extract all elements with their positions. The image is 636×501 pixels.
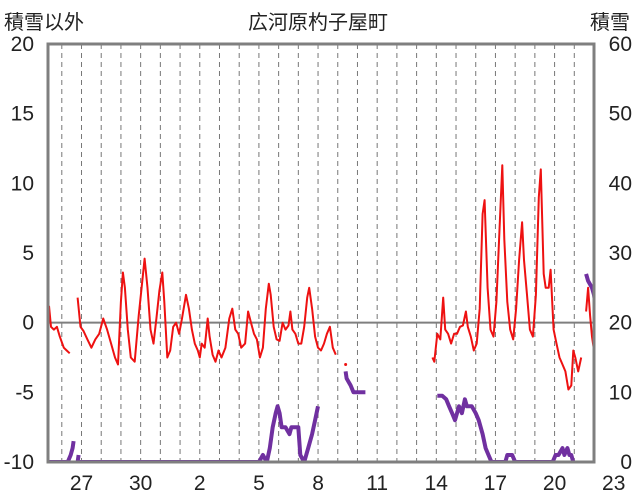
right-y-tick-label: 60	[609, 33, 632, 56]
right-y-tick-label: 30	[609, 242, 632, 265]
right-y-tick-label: 0	[620, 451, 632, 474]
temperature-line	[48, 305, 71, 355]
snow-depth-line	[343, 371, 366, 395]
x-tick-label: 23	[602, 472, 625, 495]
temperature-line	[431, 164, 583, 391]
temperature-line	[76, 257, 337, 366]
x-tick-label: 11	[366, 472, 388, 495]
x-tick-label: 17	[484, 472, 507, 495]
left-y-tick-label: 0	[22, 312, 34, 335]
grid-lines	[61, 44, 575, 462]
left-y-tick-label: 15	[11, 103, 34, 126]
x-tick-label: 2	[194, 472, 206, 495]
snow-depth-line	[49, 440, 76, 462]
x-tick-label: 30	[129, 472, 152, 495]
snow-depth-line	[584, 273, 594, 309]
x-tick-label: 20	[543, 472, 566, 495]
series-point	[344, 362, 348, 366]
x-ticks: 27 30 2 5 8 11 14 17 20 23	[70, 472, 626, 495]
right-y-tick-label: 10	[609, 381, 632, 404]
snow-depth-line	[437, 393, 576, 462]
left-y-ticks: -10 -5 0 5 10 15 20	[4, 33, 34, 474]
left-axis-label: 積雪以外	[4, 10, 84, 34]
right-y-tick-label: 40	[609, 172, 632, 195]
left-y-tick-label: -5	[15, 381, 34, 404]
x-tick-label: 14	[425, 472, 449, 495]
x-tick-label: 8	[312, 472, 324, 495]
left-y-tick-label: 5	[22, 242, 34, 265]
snow-depth-line	[78, 404, 320, 462]
left-y-tick-label: 10	[11, 172, 34, 195]
plot-frame	[46, 42, 596, 464]
chart-title: 広河原杓子屋町	[248, 10, 388, 34]
right-y-tick-label: 50	[609, 103, 632, 126]
series-layer	[48, 164, 594, 462]
x-tick-label: 5	[253, 472, 265, 495]
left-y-tick-label: 20	[11, 33, 34, 56]
right-axis-label: 積雪	[590, 10, 630, 34]
left-y-tick-label: -10	[4, 451, 34, 474]
right-y-tick-label: 20	[609, 312, 632, 335]
right-y-ticks: 0 10 20 30 40 50 60	[609, 33, 632, 474]
x-tick-label: 27	[70, 472, 93, 495]
